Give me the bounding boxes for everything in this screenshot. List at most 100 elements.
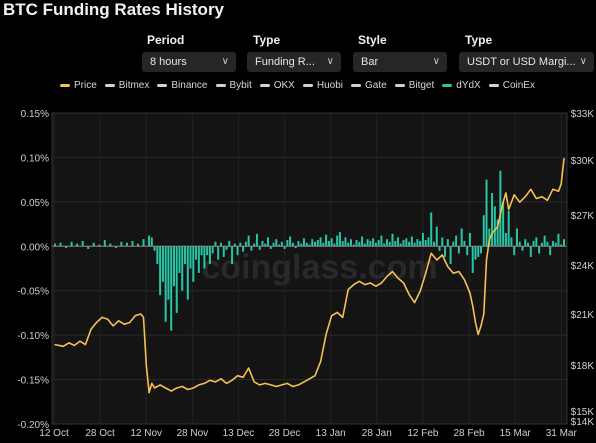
y-left-tick-label: 0.15%	[21, 109, 49, 120]
price-point	[491, 232, 493, 234]
price-point	[62, 345, 64, 347]
funding-rate-bar	[336, 235, 339, 247]
funding-rate-bar	[208, 246, 211, 265]
price-point	[270, 384, 272, 386]
price-point	[209, 379, 211, 381]
price-point	[264, 382, 266, 384]
funding-rate-bar	[405, 238, 408, 247]
price-point	[560, 183, 562, 185]
price-point	[347, 288, 349, 291]
funding-rate-bar	[283, 246, 286, 249]
price-point	[469, 292, 471, 294]
legend-item-okx[interactable]: OKX	[259, 79, 295, 91]
funding-rate-bar	[200, 246, 203, 256]
legend-label: Binance	[171, 79, 208, 91]
period-select[interactable]: 8 hours ∨	[142, 52, 236, 72]
funding-rate-bar	[255, 233, 258, 247]
funding-rate-bar	[264, 243, 267, 247]
funding-rate-bar	[330, 238, 333, 247]
funding-rate-bar	[269, 246, 272, 249]
funding-rate-bar	[164, 246, 167, 322]
funding-rate-bar	[543, 235, 546, 247]
funding-rate-bar	[502, 201, 505, 247]
price-point	[314, 375, 316, 377]
price-point	[303, 381, 305, 383]
funding-rate-bar	[355, 240, 358, 247]
price-point	[530, 188, 532, 190]
legend-item-bitmex[interactable]: Bitmex	[104, 79, 150, 91]
funding-rate-bar	[491, 192, 494, 247]
funding-rate-bar	[474, 246, 477, 260]
price-point	[248, 367, 250, 369]
funding-rate-bar	[408, 241, 411, 247]
legend-swatch-gate	[351, 83, 361, 87]
legend-swatch-dydx	[442, 83, 453, 87]
funding-rate-bar	[214, 241, 217, 247]
price-point	[508, 208, 510, 211]
legend-item-gate[interactable]: Gate	[351, 80, 387, 91]
funding-rate-bar	[499, 170, 502, 247]
funding-rate-bar	[438, 246, 441, 251]
price-point	[425, 272, 427, 274]
funding-rate-bar	[535, 237, 538, 247]
legend-item-bitget[interactable]: Bitget	[394, 80, 434, 91]
price-point	[54, 344, 56, 346]
funding-rate-bar	[521, 246, 524, 251]
price-point	[541, 196, 543, 198]
price-point	[242, 376, 244, 378]
funding-rate-bar	[250, 246, 253, 251]
price-point	[159, 384, 161, 386]
funding-rate-bar	[352, 244, 355, 247]
legend-label: Price	[74, 79, 97, 91]
type-select[interactable]: Funding R... ∨	[247, 52, 341, 72]
funding-rate-bar	[92, 242, 95, 247]
price-point	[73, 344, 75, 347]
funding-rate-bar	[236, 246, 239, 256]
funding-rate-bar	[560, 244, 563, 247]
chart-legend: Price Bitmex Binance Bybit OKX Huobi Gat…	[60, 79, 543, 91]
legend-label: Bitmex	[118, 79, 150, 91]
funding-rate-chart[interactable]: 0.15% 0.10% 0.05% 0.00% -0.05% -0.10% -0.15% -0…	[0, 95, 596, 443]
funding-rate-bar	[181, 246, 184, 291]
price-point	[419, 290, 421, 292]
funding-rate-bar	[170, 246, 173, 331]
funding-rate-bar	[455, 235, 458, 247]
funding-rate-bar	[156, 246, 159, 265]
funding-rate-bar	[189, 246, 192, 269]
funding-rate-bar	[319, 237, 322, 247]
price-point	[414, 301, 416, 304]
legend-swatch-bitmex	[104, 83, 115, 87]
price-point	[325, 333, 327, 335]
funding-rate-bar	[247, 235, 250, 247]
price-point	[480, 325, 482, 327]
y-right-tick-label: $14K	[571, 417, 595, 428]
margin-type-select[interactable]: USDT or USD Margi... ∨	[459, 52, 594, 72]
funding-rate-bar	[142, 239, 145, 247]
price-point	[380, 282, 383, 284]
price-point	[447, 266, 449, 268]
funding-rate-bar	[444, 246, 447, 257]
price-point	[181, 385, 183, 388]
price-point	[308, 378, 311, 380]
funding-rate-bar	[178, 246, 181, 273]
funding-rate-bar	[449, 246, 452, 265]
style-select[interactable]: Bar ∨	[353, 52, 447, 72]
legend-item-price[interactable]: Price	[60, 80, 97, 91]
chevron-down-icon: ∨	[326, 56, 334, 67]
legend-item-dydx[interactable]: dYdX	[442, 80, 481, 91]
funding-rate-bar	[388, 241, 391, 247]
funding-rate-bar	[369, 240, 372, 247]
legend-label: OKX	[273, 79, 295, 91]
price-point	[165, 387, 167, 389]
price-point	[170, 390, 172, 392]
legend-item-coinex[interactable]: CoinEx	[488, 80, 535, 91]
price-point	[342, 316, 344, 318]
funding-rate-bar	[87, 246, 90, 249]
legend-item-huobi[interactable]: Huobi	[302, 80, 343, 91]
chevron-down-icon: ∨	[432, 56, 440, 67]
legend-item-binance[interactable]: Binance	[157, 79, 208, 91]
funding-rate-bar	[457, 246, 460, 254]
funding-rate-bar	[125, 242, 128, 247]
legend-item-bybit[interactable]: Bybit	[215, 80, 252, 91]
funding-rate-bar	[358, 241, 361, 247]
